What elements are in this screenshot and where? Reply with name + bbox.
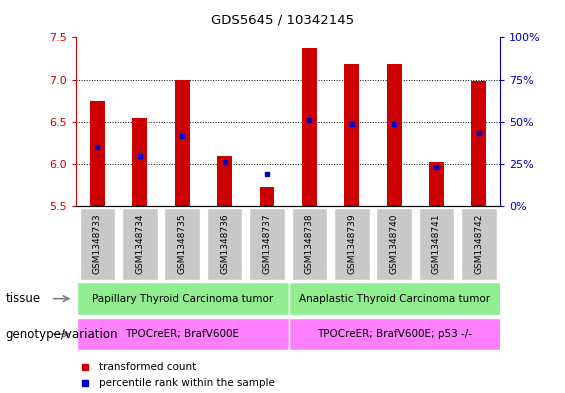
Text: GSM1348739: GSM1348739 bbox=[347, 213, 356, 274]
Bar bbox=[471, 81, 486, 206]
Bar bbox=[344, 64, 359, 206]
Text: TPOCreER; BrafV600E: TPOCreER; BrafV600E bbox=[125, 329, 239, 339]
Text: tissue: tissue bbox=[6, 292, 41, 305]
FancyBboxPatch shape bbox=[207, 208, 242, 279]
Text: GSM1348734: GSM1348734 bbox=[136, 213, 144, 274]
Text: Papillary Thyroid Carcinoma tumor: Papillary Thyroid Carcinoma tumor bbox=[92, 294, 273, 304]
FancyBboxPatch shape bbox=[80, 208, 115, 279]
FancyBboxPatch shape bbox=[334, 208, 370, 279]
FancyBboxPatch shape bbox=[289, 283, 501, 315]
Bar bbox=[259, 187, 275, 206]
Bar bbox=[386, 64, 402, 206]
FancyBboxPatch shape bbox=[292, 208, 327, 279]
Bar bbox=[217, 156, 232, 206]
Bar bbox=[132, 118, 147, 206]
Text: transformed count: transformed count bbox=[99, 362, 196, 373]
FancyBboxPatch shape bbox=[249, 208, 285, 279]
Text: percentile rank within the sample: percentile rank within the sample bbox=[99, 378, 275, 388]
FancyBboxPatch shape bbox=[289, 318, 501, 350]
Bar bbox=[429, 162, 444, 206]
Text: GSM1348740: GSM1348740 bbox=[390, 213, 398, 274]
Bar bbox=[175, 79, 190, 206]
Text: GSM1348733: GSM1348733 bbox=[93, 213, 102, 274]
Text: GSM1348737: GSM1348737 bbox=[263, 213, 271, 274]
Bar bbox=[90, 101, 105, 206]
Text: TPOCreER; BrafV600E; p53 -/-: TPOCreER; BrafV600E; p53 -/- bbox=[316, 329, 472, 339]
FancyBboxPatch shape bbox=[77, 318, 289, 350]
FancyBboxPatch shape bbox=[77, 283, 289, 315]
Bar bbox=[302, 48, 317, 206]
FancyBboxPatch shape bbox=[419, 208, 454, 279]
Text: GSM1348742: GSM1348742 bbox=[475, 213, 483, 274]
FancyBboxPatch shape bbox=[376, 208, 412, 279]
Text: GSM1348741: GSM1348741 bbox=[432, 213, 441, 274]
FancyBboxPatch shape bbox=[461, 208, 497, 279]
FancyBboxPatch shape bbox=[164, 208, 200, 279]
Text: GDS5645 / 10342145: GDS5645 / 10342145 bbox=[211, 14, 354, 27]
FancyBboxPatch shape bbox=[122, 208, 158, 279]
Text: GSM1348736: GSM1348736 bbox=[220, 213, 229, 274]
Text: GSM1348735: GSM1348735 bbox=[178, 213, 186, 274]
Text: genotype/variation: genotype/variation bbox=[6, 327, 118, 341]
Text: GSM1348738: GSM1348738 bbox=[305, 213, 314, 274]
Text: Anaplastic Thyroid Carcinoma tumor: Anaplastic Thyroid Carcinoma tumor bbox=[298, 294, 490, 304]
